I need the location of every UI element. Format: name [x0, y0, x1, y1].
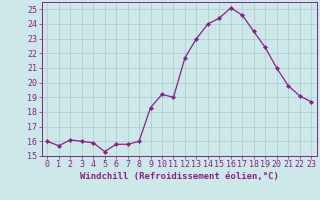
- X-axis label: Windchill (Refroidissement éolien,°C): Windchill (Refroidissement éolien,°C): [80, 172, 279, 181]
